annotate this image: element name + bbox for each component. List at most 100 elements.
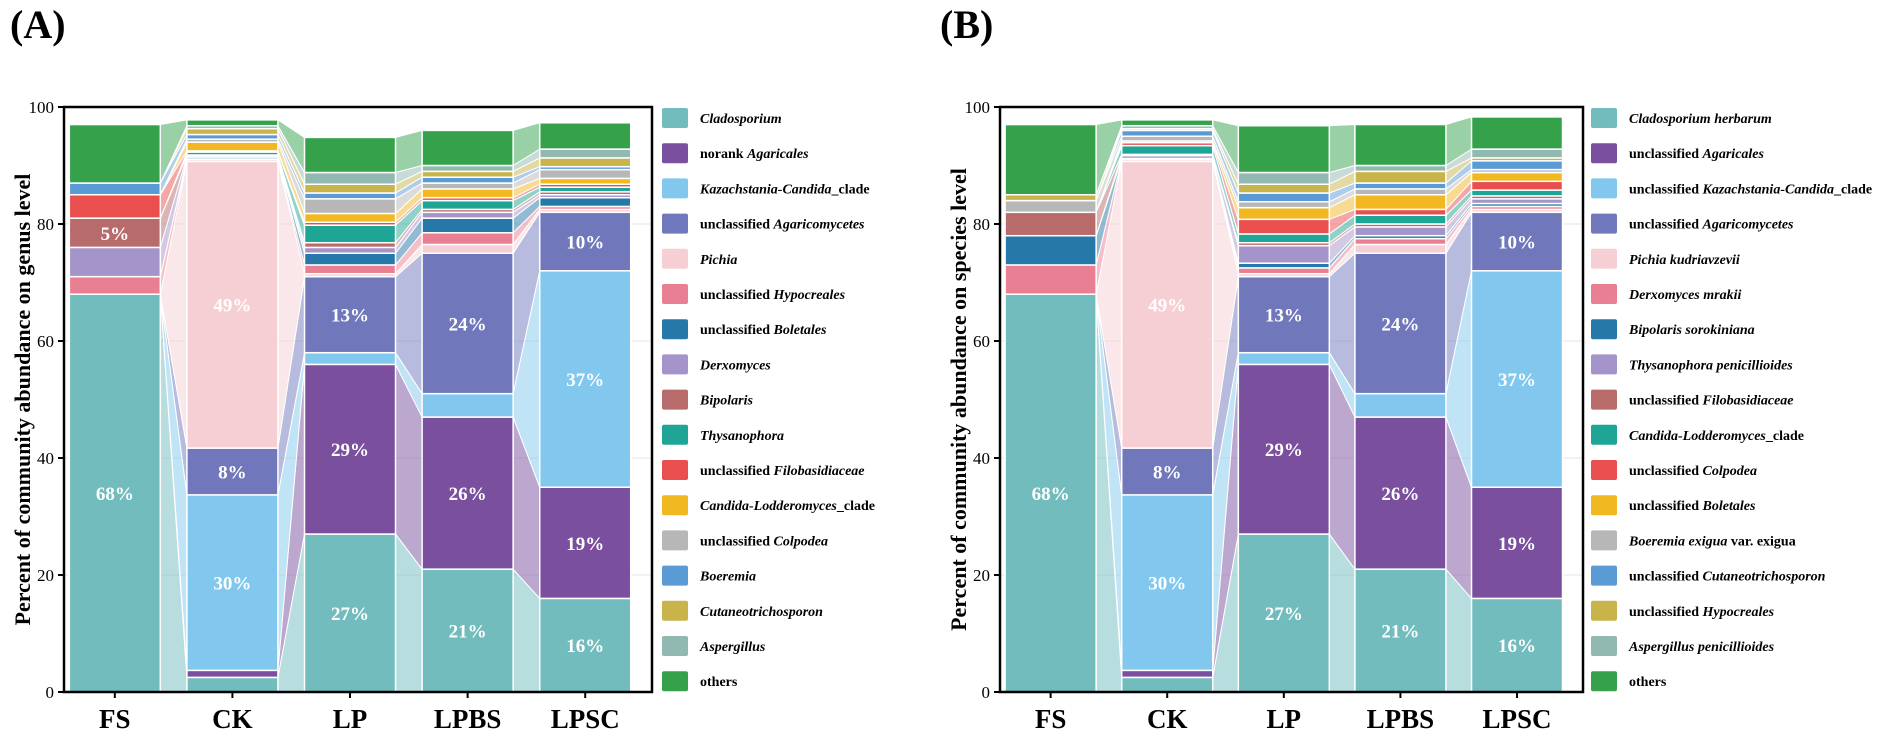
legend-label-part: Colpodea: [1703, 464, 1757, 479]
bar-segment: [1237, 124, 1331, 174]
bar-segment: [186, 160, 279, 449]
bar-segment: [421, 232, 514, 246]
x-tick-label: CK: [212, 704, 253, 734]
legend-label-part: Agaricales: [746, 147, 809, 162]
legend-label: Cladosporium: [700, 112, 782, 127]
legend-label: Pichia kudriavzevii: [1629, 253, 1740, 268]
bar-segment: [1354, 226, 1447, 237]
segment-label: 49%: [213, 296, 251, 317]
bar-segment: [1470, 180, 1564, 191]
legend-swatch: [662, 495, 688, 516]
legend-label: Aspergillus: [699, 640, 766, 655]
flow-band: [395, 129, 423, 174]
legend-label-part: _clade: [836, 499, 875, 514]
x-tick-label: LP: [1267, 704, 1302, 734]
segment-label: 68%: [1032, 484, 1070, 505]
segment-label: 68%: [96, 484, 134, 505]
bar-segment: [186, 447, 279, 496]
legend-swatch: [662, 143, 688, 164]
bar-segment: [303, 171, 397, 185]
bar-segment: [421, 129, 514, 167]
legend-label: Boeremia: [699, 570, 756, 585]
bar-segment: [68, 246, 162, 278]
bar-segment: [421, 164, 514, 173]
y-axis-label: Percent of community abundance on genus …: [10, 174, 35, 626]
bar-segment: [186, 669, 279, 679]
bar-segment: [68, 194, 162, 219]
y-tick-label: 60: [973, 332, 990, 351]
segment-label: 27%: [1265, 604, 1303, 625]
legend-label: Candida-Lodderomyces_clade: [1629, 429, 1804, 444]
bar-segment: [1237, 363, 1331, 535]
legend-label-part: Hypocreales: [773, 288, 846, 303]
y-tick-label: 0: [46, 683, 55, 702]
bar-segment: [421, 188, 514, 199]
bar-segment: [1004, 264, 1097, 295]
bar-segment: [421, 416, 514, 570]
bar-segment: [421, 211, 514, 219]
bar-segment: [1004, 123, 1097, 196]
segment-label: 21%: [1381, 622, 1419, 643]
legend-label: unclassified Filobasidiaceae: [1629, 394, 1794, 409]
legend-label: Thysanophora: [700, 429, 784, 444]
legend-label: Bipolaris: [699, 394, 753, 409]
legend-label: Derxomyces: [699, 358, 771, 373]
bar-segment: [1354, 194, 1447, 211]
legend-swatch: [1591, 284, 1617, 304]
segment-label: 29%: [331, 440, 369, 461]
legend-label-part: Derxomyces mrakii: [1628, 288, 1741, 303]
segment-label: 16%: [1498, 636, 1536, 657]
bar-segment: [303, 198, 397, 215]
bar-segment: [1120, 676, 1214, 693]
legend-label: unclassified Boletales: [700, 323, 827, 338]
bar-segment: [538, 168, 632, 180]
legend-swatch: [662, 178, 688, 199]
legend-swatch: [1591, 143, 1617, 164]
legend-swatch: [1591, 319, 1617, 340]
plot-frame: [62, 105, 654, 694]
legend-label: unclassified Cutaneotrichosporon: [1629, 570, 1826, 585]
bar-segment: [1354, 214, 1447, 225]
bar-segment: [1120, 447, 1214, 496]
segment-label: 37%: [566, 370, 604, 391]
legend-label-part: Cladosporium: [700, 112, 782, 127]
bar-segment: [1237, 218, 1331, 235]
legend-label-part: unclassified: [1629, 499, 1703, 514]
legend-label-part: Bipolaris sorokiniana: [1628, 323, 1755, 338]
panel-b: (B) 68% 27% 21% 16% 29% 26% 19% 30% 37% 8% 13% 24% 10…: [940, 2, 1872, 734]
legend-label-part: unclassified: [1629, 605, 1703, 620]
bar-segment: [303, 212, 397, 223]
segment-label: 30%: [1148, 574, 1186, 595]
legend-label-part: Hypocreales: [1702, 605, 1775, 620]
plot-frame: [998, 105, 1585, 694]
bar-segment: [1120, 144, 1214, 156]
legend-label-part: Candida-Lodderomyces: [1629, 429, 1766, 444]
bar-segment: [538, 157, 632, 168]
legend-label-part: others: [1629, 675, 1667, 690]
legend-label-part: unclassified: [1629, 464, 1703, 479]
segment-label: 5%: [101, 224, 130, 245]
bar-segment: [68, 182, 162, 196]
segment-label: 13%: [331, 306, 369, 327]
legend-swatch: [1591, 248, 1617, 269]
bar-segment: [186, 119, 279, 127]
panel-a: (A) 68% 27% 21% 16% 29% 26% 19% 30% 37% 8% 13% 24% 10…: [10, 2, 875, 734]
legend-swatch: [1591, 354, 1617, 375]
bar-segment: [1470, 189, 1564, 197]
bar-segment: [421, 176, 514, 184]
legend-label: unclassified Hypocreales: [700, 288, 846, 303]
bar-segment: [1237, 171, 1331, 185]
segment-label: 27%: [331, 604, 369, 625]
legend-label-part: Bipolaris: [699, 394, 753, 409]
segment-label: 8%: [218, 462, 247, 483]
legend-label-part: unclassified: [1629, 147, 1703, 162]
bar-segment: [538, 486, 632, 600]
bar-segment: [68, 217, 162, 249]
bar-segment: [1120, 119, 1214, 127]
x-tick-label: CK: [1147, 704, 1188, 734]
bar-segment: [1004, 194, 1097, 202]
bar-segment: [1237, 533, 1331, 693]
bar-segment: [1237, 275, 1331, 354]
legend-label: others: [1629, 675, 1667, 690]
